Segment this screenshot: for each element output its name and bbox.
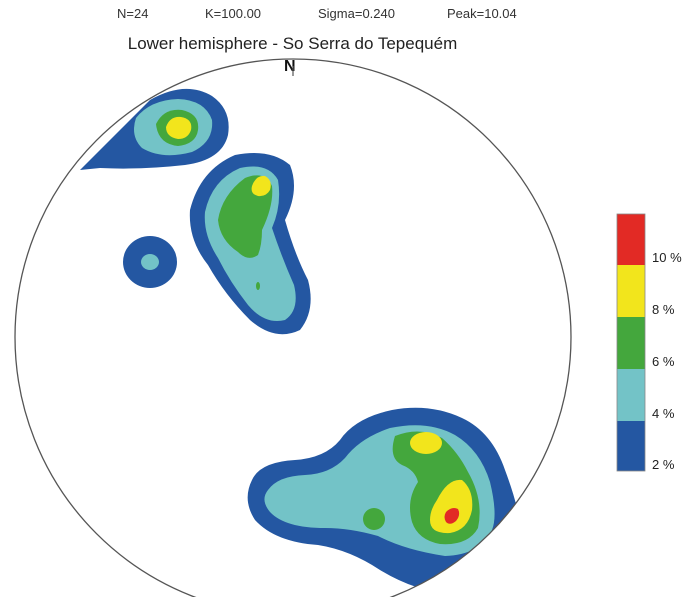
legend-swatch-8 [617, 265, 645, 317]
legend-colorbar [616, 213, 646, 472]
contour-8-percent [410, 432, 442, 454]
legend-swatch-4 [617, 369, 645, 421]
stat-k: K=100.00 [205, 6, 262, 21]
legend-swatch-10 [617, 214, 645, 265]
cluster-lower-right [247, 407, 521, 593]
legend-swatch-6 [617, 317, 645, 369]
legend-label-4: 4 % [652, 406, 675, 421]
primitive-circle [14, 58, 572, 597]
legend-label-10: 10 % [652, 250, 682, 265]
contour-6-percent-spot [256, 282, 260, 290]
contour-8-percent [251, 175, 271, 197]
north-label: N [284, 58, 296, 75]
diagram-title: Lower hemisphere - So Serra do Tepequém [127, 34, 458, 53]
legend-label-8: 8 % [652, 302, 675, 317]
stat-sigma: Sigma=0.240 [318, 6, 395, 21]
contour-4-percent [141, 254, 159, 270]
contour-6-percent-spot [363, 508, 385, 530]
contour-8-percent [430, 479, 473, 534]
contour-8-percent [166, 116, 192, 139]
legend-swatch-2 [617, 421, 645, 471]
legend-label-2: 2 % [652, 457, 675, 472]
stat-n: N=24 [117, 6, 149, 21]
cluster-upper-left-edge [80, 88, 229, 170]
contour-10-percent [444, 508, 460, 524]
stat-peak: Peak=10.04 [447, 6, 517, 21]
legend-label-6: 6 % [652, 354, 675, 369]
cluster-central-upper [189, 152, 311, 335]
contour-plot [80, 88, 521, 593]
cluster-small-left [123, 236, 177, 288]
